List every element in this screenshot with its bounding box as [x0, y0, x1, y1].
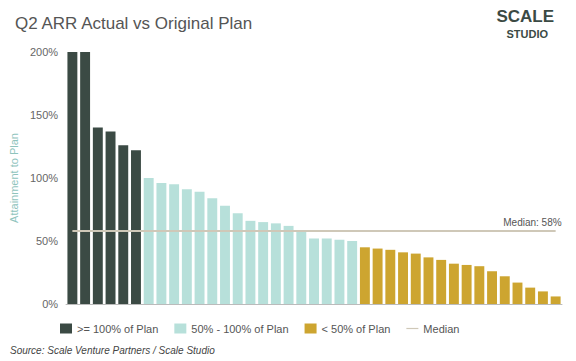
svg-text:150%: 150%: [30, 109, 58, 121]
svg-text:0%: 0%: [42, 298, 58, 310]
svg-text:Median: Median: [423, 323, 459, 335]
svg-text:SCALE: SCALE: [496, 7, 554, 26]
svg-text:50% - 100% of Plan: 50% - 100% of Plan: [191, 323, 288, 335]
svg-text:STUDIO: STUDIO: [506, 28, 548, 40]
svg-text:Median: 58%: Median: 58%: [503, 217, 561, 228]
svg-text:Q2 ARR Actual vs Original Plan: Q2 ARR Actual vs Original Plan: [15, 14, 252, 33]
svg-text:Source: Scale Venture Partners: Source: Scale Venture Partners / Scale S…: [10, 345, 215, 356]
svg-text:100%: 100%: [30, 172, 58, 184]
svg-text:50%: 50%: [36, 235, 58, 247]
svg-text:< 50% of Plan: < 50% of Plan: [322, 323, 391, 335]
svg-text:200%: 200%: [30, 46, 58, 58]
svg-text:Attainment to Plan: Attainment to Plan: [8, 133, 20, 223]
svg-text:>= 100% of Plan: >= 100% of Plan: [77, 323, 158, 335]
